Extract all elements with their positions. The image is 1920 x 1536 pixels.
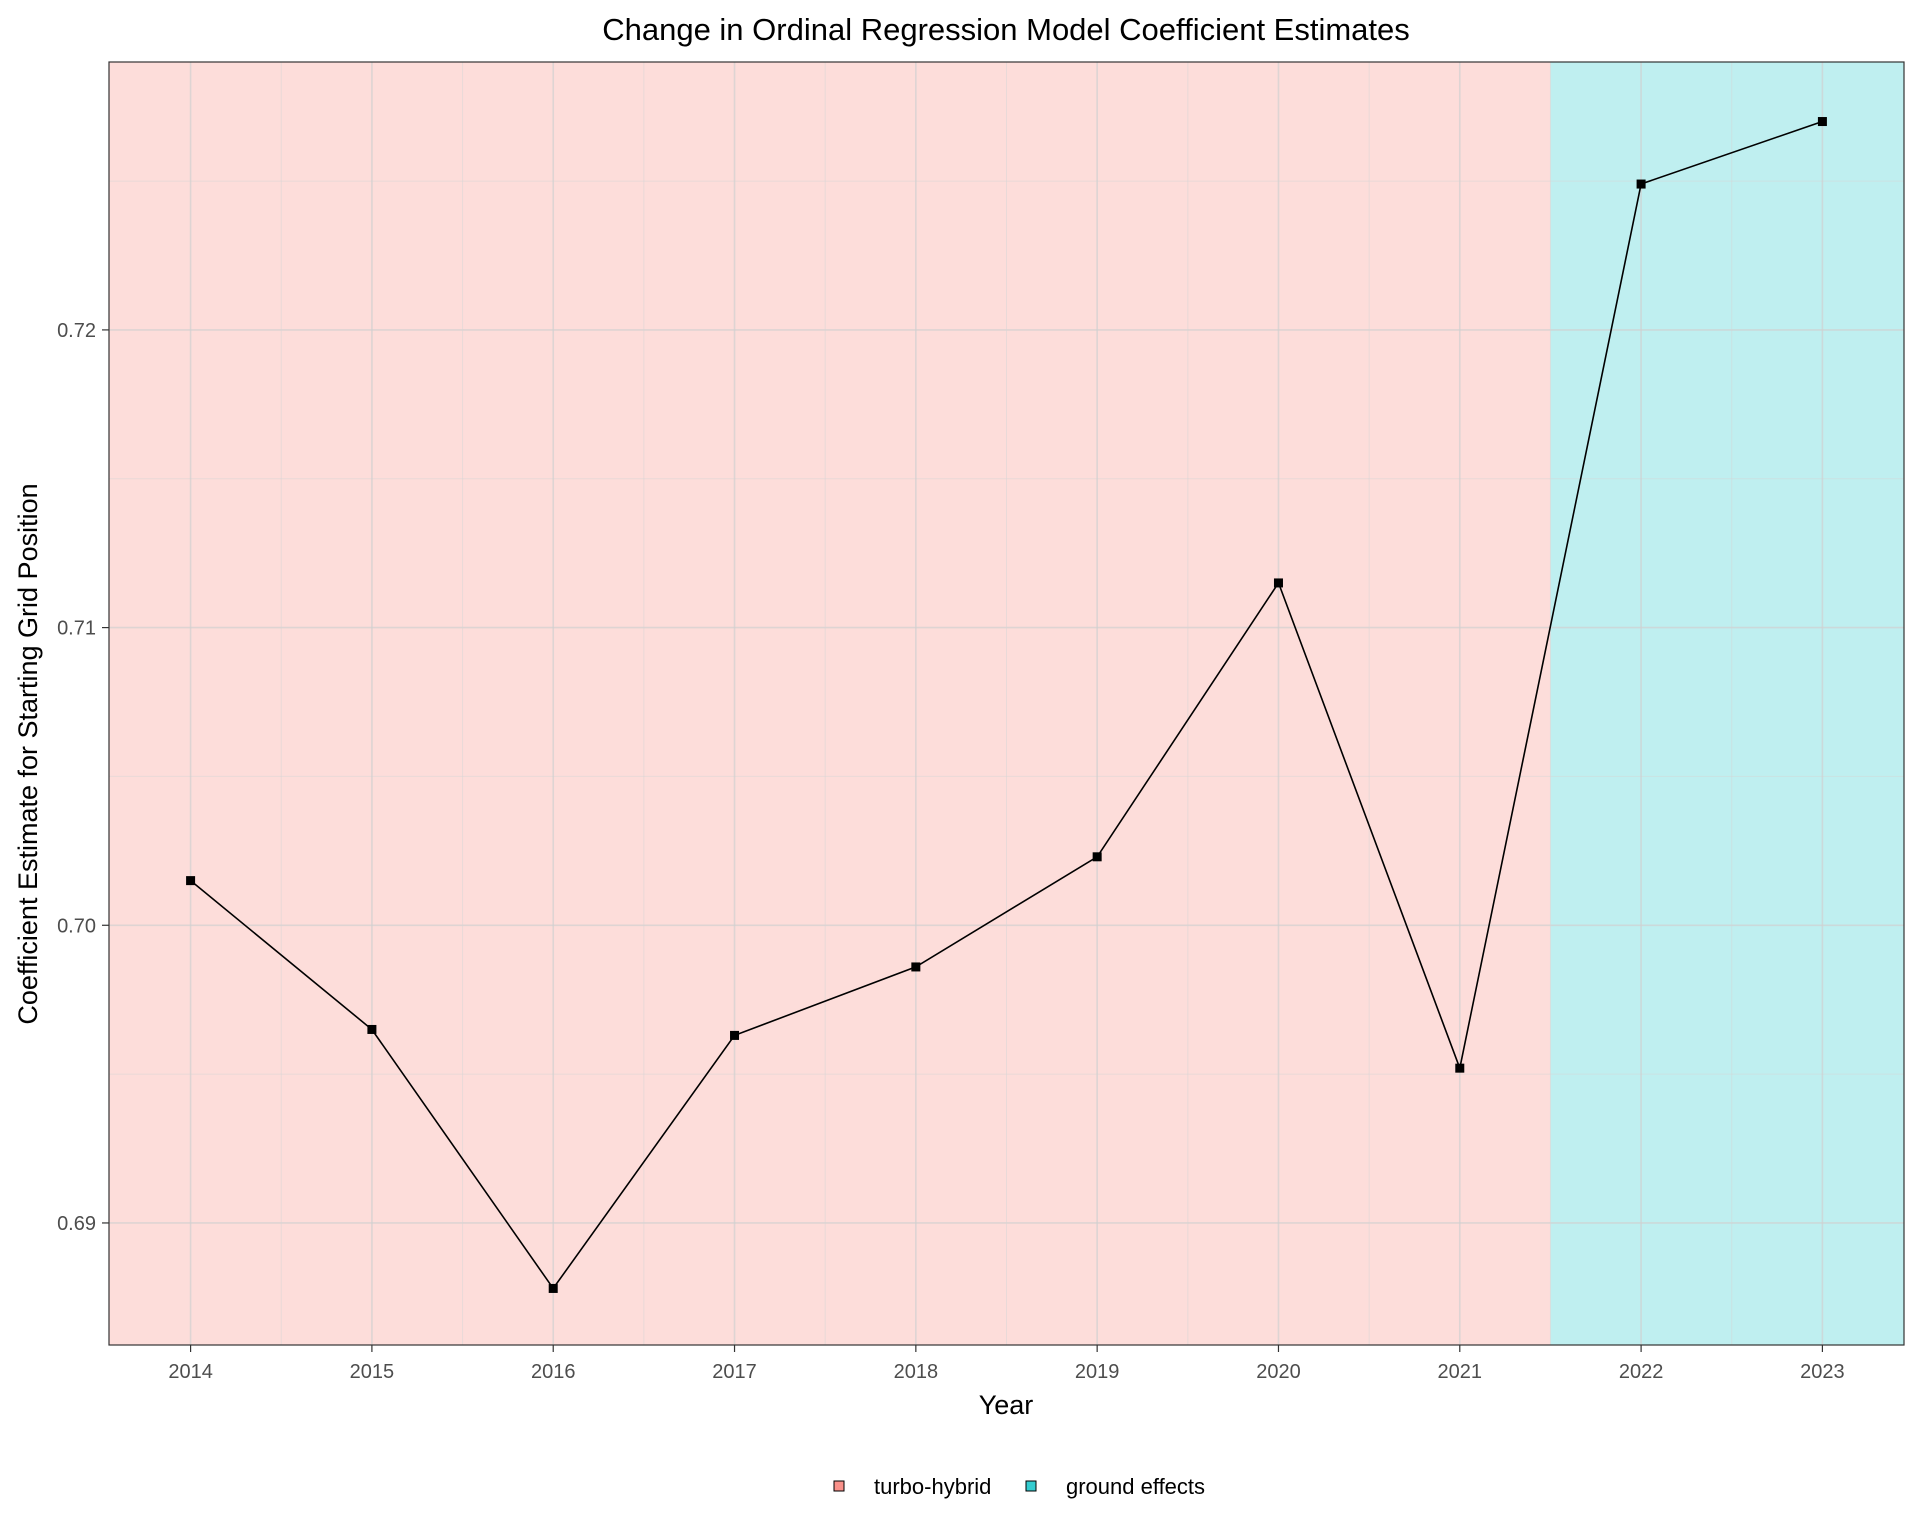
x-tick-label: 2016 (531, 1361, 576, 1383)
x-tick-label: 2023 (1800, 1361, 1845, 1383)
data-point-2020 (1273, 578, 1283, 588)
y-axis-ticks: 0.69 0.70 0.71 0.72 (57, 320, 109, 1235)
data-point-2021 (1455, 1063, 1465, 1073)
x-tick-label: 2020 (1256, 1361, 1301, 1383)
legend: turbo-hybrid ground effects (833, 1474, 1205, 1499)
data-point-2016 (548, 1283, 558, 1293)
data-point-2019 (1092, 852, 1102, 862)
data-point-2023 (1817, 117, 1827, 127)
data-point-2018 (911, 962, 921, 972)
y-tick-label: 0.72 (57, 320, 96, 342)
region-turbo-hybrid (109, 62, 1551, 1345)
legend-key-turbo-hybrid (833, 1480, 845, 1492)
plot-panel-border (108, 61, 1905, 1346)
data-point-2014 (186, 876, 196, 886)
data-point-2017 (730, 1030, 740, 1040)
legend-label-turbo-hybrid: turbo-hybrid (874, 1474, 991, 1499)
region-ground-effects (1550, 62, 1904, 1345)
y-tick-label: 0.71 (57, 618, 96, 640)
y-tick-label: 0.70 (57, 915, 96, 937)
y-axis-title: Coefficient Estimate for Starting Grid P… (13, 483, 43, 1024)
y-tick-label: 0.69 (57, 1213, 96, 1235)
x-tick-label: 2021 (1438, 1361, 1483, 1383)
x-axis-ticks: 2014 2015 2016 2017 2018 2019 2020 2021 2022 2023 (168, 1345, 1845, 1383)
x-tick-label: 2022 (1619, 1361, 1664, 1383)
chart-title: Change in Ordinal Regression Model Coeff… (602, 12, 1410, 47)
legend-key-ground-effects (1025, 1480, 1037, 1492)
data-point-2015 (367, 1024, 377, 1034)
x-tick-label: 2014 (168, 1361, 213, 1383)
x-tick-label: 2017 (712, 1361, 757, 1383)
background-regions (109, 62, 1904, 1345)
x-tick-label: 2015 (350, 1361, 395, 1383)
x-tick-label: 2018 (894, 1361, 939, 1383)
x-tick-label: 2019 (1075, 1361, 1120, 1383)
gridlines (109, 62, 1904, 1345)
x-axis-title: Year (979, 1390, 1034, 1420)
series-line (190, 120, 1823, 1290)
line-path (190, 120, 1823, 1290)
series-points (186, 117, 1827, 1293)
data-point-2022 (1636, 179, 1646, 189)
legend-label-ground-effects: ground effects (1066, 1474, 1205, 1499)
